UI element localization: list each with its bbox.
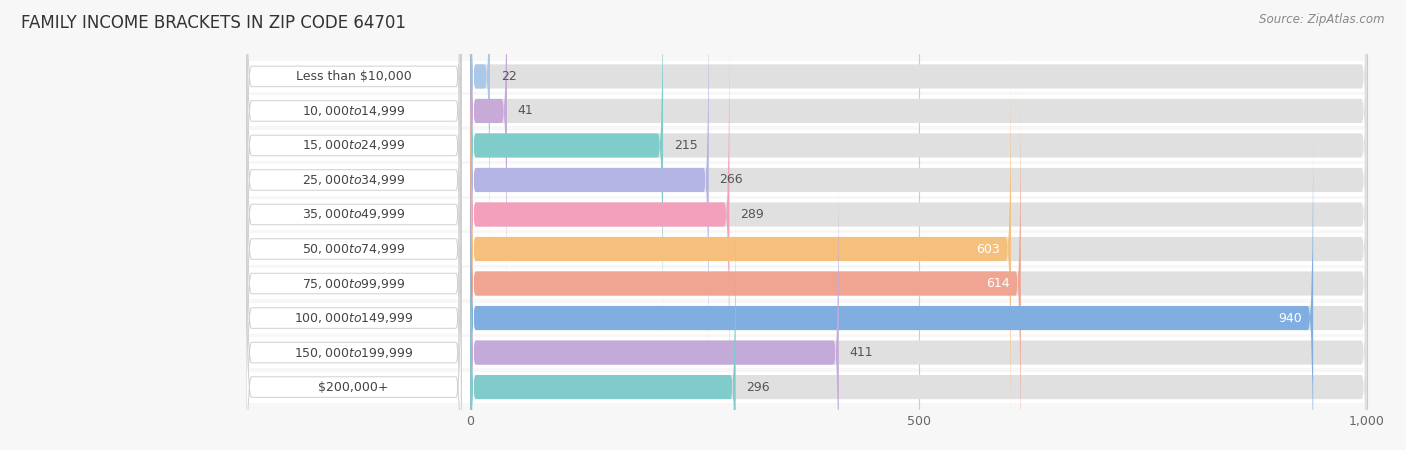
FancyBboxPatch shape xyxy=(470,19,1367,410)
FancyBboxPatch shape xyxy=(246,0,461,342)
FancyBboxPatch shape xyxy=(246,18,461,411)
FancyBboxPatch shape xyxy=(246,268,1367,299)
Text: Source: ZipAtlas.com: Source: ZipAtlas.com xyxy=(1260,14,1385,27)
FancyBboxPatch shape xyxy=(470,0,489,271)
Text: $150,000 to $199,999: $150,000 to $199,999 xyxy=(294,346,413,360)
FancyBboxPatch shape xyxy=(470,158,839,450)
Text: $10,000 to $14,999: $10,000 to $14,999 xyxy=(302,104,405,118)
Text: 266: 266 xyxy=(720,174,744,186)
FancyBboxPatch shape xyxy=(246,337,1367,368)
Text: 22: 22 xyxy=(501,70,516,83)
Text: 603: 603 xyxy=(976,243,1000,256)
FancyBboxPatch shape xyxy=(246,0,461,308)
Text: FAMILY INCOME BRACKETS IN ZIP CODE 64701: FAMILY INCOME BRACKETS IN ZIP CODE 64701 xyxy=(21,14,406,32)
FancyBboxPatch shape xyxy=(470,89,1367,450)
FancyBboxPatch shape xyxy=(246,95,1367,126)
FancyBboxPatch shape xyxy=(470,54,1011,444)
Text: 215: 215 xyxy=(673,139,697,152)
FancyBboxPatch shape xyxy=(246,130,1367,161)
FancyBboxPatch shape xyxy=(470,0,1367,306)
FancyBboxPatch shape xyxy=(470,123,1367,450)
FancyBboxPatch shape xyxy=(246,0,461,377)
FancyBboxPatch shape xyxy=(470,89,1021,450)
Text: $35,000 to $49,999: $35,000 to $49,999 xyxy=(302,207,405,221)
Text: $100,000 to $149,999: $100,000 to $149,999 xyxy=(294,311,413,325)
FancyBboxPatch shape xyxy=(246,372,1367,403)
Text: $15,000 to $24,999: $15,000 to $24,999 xyxy=(302,139,405,153)
Text: 41: 41 xyxy=(517,104,533,117)
FancyBboxPatch shape xyxy=(470,192,735,450)
FancyBboxPatch shape xyxy=(246,234,1367,265)
FancyBboxPatch shape xyxy=(470,54,1367,444)
FancyBboxPatch shape xyxy=(246,156,461,450)
FancyBboxPatch shape xyxy=(470,0,508,306)
FancyBboxPatch shape xyxy=(470,19,730,410)
Text: 296: 296 xyxy=(747,381,770,394)
FancyBboxPatch shape xyxy=(470,0,1367,375)
FancyBboxPatch shape xyxy=(246,87,461,450)
FancyBboxPatch shape xyxy=(246,0,461,273)
FancyBboxPatch shape xyxy=(246,61,1367,92)
FancyBboxPatch shape xyxy=(470,0,1367,341)
FancyBboxPatch shape xyxy=(246,164,1367,195)
FancyBboxPatch shape xyxy=(470,123,1313,450)
FancyBboxPatch shape xyxy=(246,302,1367,333)
Text: $25,000 to $34,999: $25,000 to $34,999 xyxy=(302,173,405,187)
FancyBboxPatch shape xyxy=(246,199,1367,230)
FancyBboxPatch shape xyxy=(246,52,461,446)
Text: $50,000 to $74,999: $50,000 to $74,999 xyxy=(302,242,405,256)
FancyBboxPatch shape xyxy=(246,121,461,450)
FancyBboxPatch shape xyxy=(470,192,1367,450)
FancyBboxPatch shape xyxy=(470,158,1367,450)
FancyBboxPatch shape xyxy=(470,0,1367,271)
FancyBboxPatch shape xyxy=(470,0,709,375)
FancyBboxPatch shape xyxy=(246,190,461,450)
Text: 411: 411 xyxy=(849,346,873,359)
FancyBboxPatch shape xyxy=(470,0,664,341)
Text: 940: 940 xyxy=(1278,311,1302,324)
Text: $200,000+: $200,000+ xyxy=(318,381,389,394)
Text: $75,000 to $99,999: $75,000 to $99,999 xyxy=(302,276,405,291)
Text: 614: 614 xyxy=(987,277,1010,290)
Text: 289: 289 xyxy=(740,208,763,221)
Text: Less than $10,000: Less than $10,000 xyxy=(295,70,412,83)
